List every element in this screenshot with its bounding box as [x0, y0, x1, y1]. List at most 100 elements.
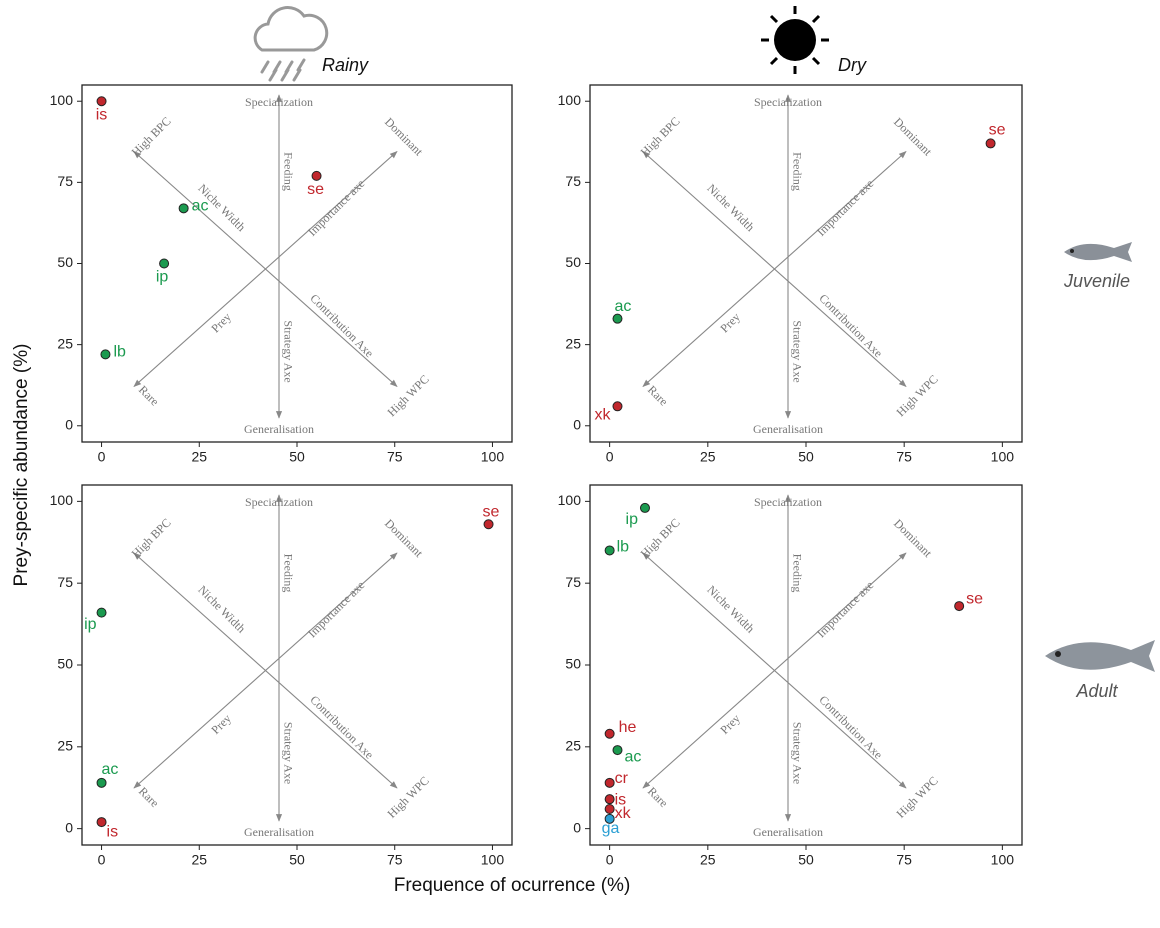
- point-label: cr: [615, 770, 629, 787]
- row-header: Adult: [1075, 681, 1118, 701]
- y-tick-label: 0: [573, 416, 581, 432]
- x-tick-label: 75: [896, 852, 912, 868]
- x-tick-label: 75: [896, 449, 912, 465]
- point-label: ac: [192, 198, 209, 215]
- point-label: xk: [615, 805, 632, 822]
- axis-annotation: Feeding: [281, 554, 295, 593]
- x-tick-label: 50: [289, 449, 305, 465]
- y-tick-label: 0: [573, 819, 581, 835]
- point-label: se: [483, 503, 500, 520]
- y-tick-label: 25: [57, 738, 73, 754]
- data-point: [612, 401, 623, 412]
- y-tick-label: 75: [57, 173, 73, 189]
- axis-annotation: Specialization: [245, 95, 313, 109]
- axis-annotation: Feeding: [790, 152, 804, 191]
- x-tick-label: 100: [991, 449, 1015, 465]
- axis-annotation: Rare: [645, 383, 671, 409]
- x-tick-label: 0: [606, 852, 614, 868]
- rain-icon: [253, 6, 329, 82]
- y-tick-label: 75: [565, 574, 581, 590]
- row-header: Juvenile: [1063, 271, 1130, 291]
- y-tick-label: 100: [558, 92, 582, 108]
- axis-annotation: Contribution Axe: [816, 693, 885, 762]
- axis-annotation: Rare: [645, 784, 671, 810]
- axis-annotation: Importance axe: [814, 578, 876, 640]
- data-point: [96, 96, 107, 107]
- axis-annotation: Feeding: [281, 152, 295, 191]
- panel: 0 25 50 75 100 0 25 50 75 100 Specialization Genera…: [558, 84, 1023, 465]
- axis-annotation: Generalisation: [244, 422, 314, 436]
- data-point: [604, 813, 615, 824]
- x-tick-label: 50: [798, 852, 814, 868]
- point-label: is: [615, 791, 627, 808]
- point-label: is: [107, 823, 119, 840]
- axis-annotation: High WPC: [384, 372, 431, 419]
- y-tick-label: 50: [565, 656, 581, 672]
- x-axis-label: Frequence of ocurrence (%): [394, 875, 631, 896]
- point-label: he: [619, 719, 637, 736]
- data-point: [604, 777, 615, 788]
- panel: 0 25 50 75 100 0 25 50 75 100 Specialization Genera…: [50, 84, 513, 465]
- juvenile-fish-icon: [1064, 242, 1132, 262]
- panel: 0 25 50 75 100 0 25 50 75 100 Specialization Genera…: [50, 484, 513, 868]
- data-point: [483, 519, 494, 530]
- adult-fish-icon: [1045, 640, 1155, 672]
- x-tick-label: 75: [387, 852, 403, 868]
- data-point: [96, 777, 107, 788]
- axis-annotation: Specialization: [245, 495, 313, 509]
- data-point: [612, 745, 623, 756]
- point-label: se: [307, 181, 324, 198]
- axis-annotation: Dominant: [891, 115, 935, 159]
- axis-annotation: Prey: [208, 310, 233, 335]
- axis-annotation: Dominant: [891, 516, 935, 560]
- data-point: [604, 545, 615, 556]
- axis-annotation: High WPC: [384, 773, 431, 820]
- axis-annotation: Importance axe: [814, 176, 876, 238]
- y-axis-label: Prey-specific abundance (%): [11, 344, 32, 587]
- data-point: [612, 313, 623, 324]
- y-tick-label: 100: [558, 492, 582, 508]
- axis-annotation: Niche Width: [704, 181, 757, 234]
- y-tick-label: 25: [565, 738, 581, 754]
- x-tick-label: 25: [700, 449, 716, 465]
- point-label: ac: [102, 761, 119, 778]
- y-tick-label: 25: [57, 335, 73, 351]
- axis-annotation: Importance axe: [305, 578, 367, 640]
- axis-annotation: Strategy Axe: [281, 722, 295, 784]
- axis-annotation: Strategy Axe: [790, 320, 804, 382]
- axis-annotation: Contribution Axe: [816, 291, 885, 360]
- axis-annotation: Generalisation: [244, 825, 314, 839]
- point-label: is: [96, 106, 108, 123]
- y-tick-label: 75: [565, 173, 581, 189]
- data-point: [985, 138, 996, 149]
- y-tick-label: 75: [57, 574, 73, 590]
- x-tick-label: 0: [606, 449, 614, 465]
- axis-annotation: Contribution Axe: [307, 291, 376, 360]
- axis-annotation: Prey: [717, 711, 742, 736]
- point-label: ac: [614, 298, 631, 315]
- axis-annotation: Specialization: [754, 95, 822, 109]
- data-point: [178, 203, 189, 214]
- y-tick-label: 0: [65, 416, 73, 432]
- axis-annotation: Rare: [136, 383, 162, 409]
- axis-annotation: Niche Width: [195, 583, 248, 636]
- data-point: [954, 601, 965, 612]
- y-tick-label: 100: [50, 492, 74, 508]
- y-tick-label: 25: [565, 335, 581, 351]
- point-label: ip: [626, 511, 639, 528]
- data-point: [100, 349, 111, 360]
- x-tick-label: 25: [700, 852, 716, 868]
- axis-annotation: Prey: [717, 310, 742, 335]
- axis-annotation: Prey: [208, 711, 233, 736]
- axis-annotation: Feeding: [790, 554, 804, 593]
- x-tick-label: 25: [191, 449, 207, 465]
- x-tick-label: 0: [98, 852, 106, 868]
- column-header: Rainy: [322, 55, 369, 75]
- axis-annotation: Strategy Axe: [790, 722, 804, 784]
- niche-axis: [133, 552, 398, 789]
- niche-axis: [642, 150, 907, 388]
- sun-icon: [761, 6, 829, 74]
- axis-annotation: Generalisation: [753, 825, 823, 839]
- y-tick-label: 50: [565, 254, 581, 270]
